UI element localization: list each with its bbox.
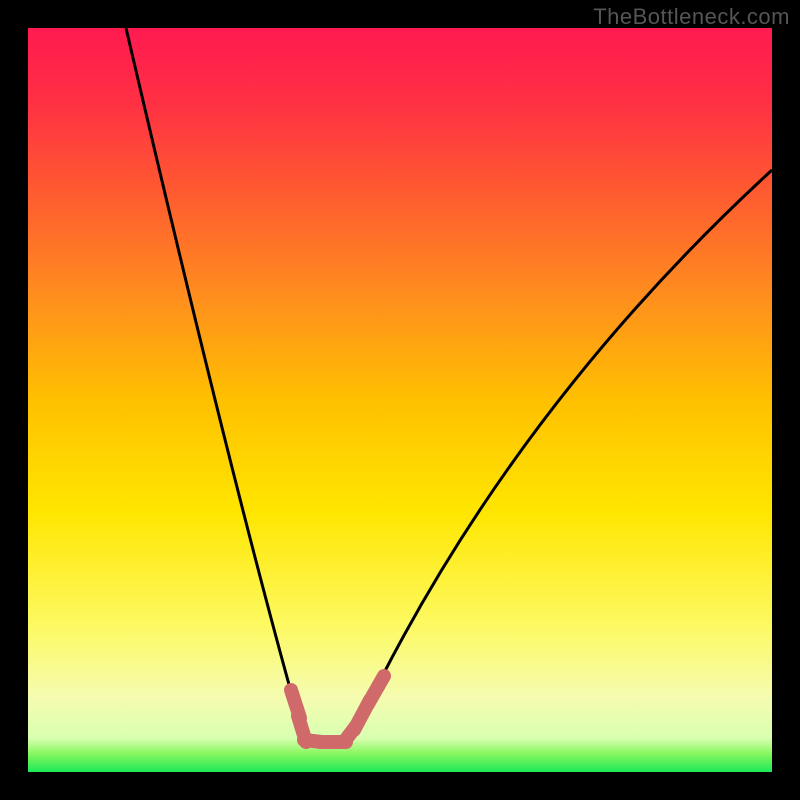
watermark-text: TheBottleneck.com [593, 4, 790, 30]
chart-stage: TheBottleneck.com [0, 0, 800, 800]
gradient-background [28, 28, 772, 772]
bottleneck-chart [0, 0, 800, 800]
